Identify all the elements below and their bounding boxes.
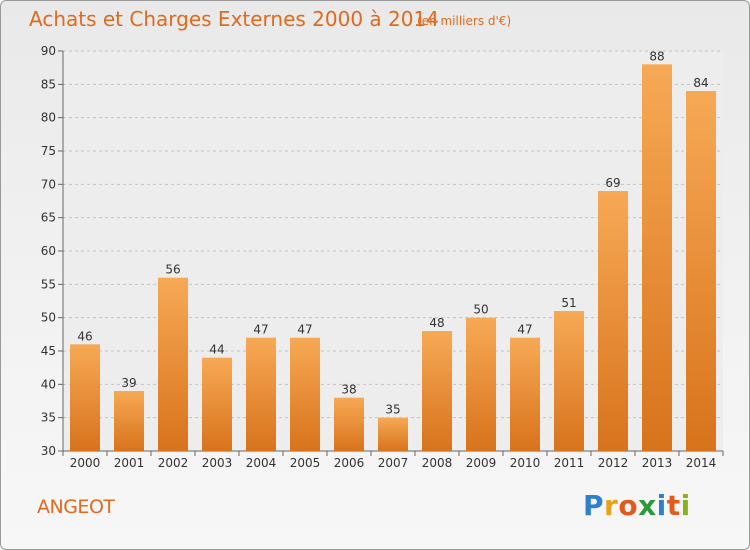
bar — [422, 331, 452, 451]
y-tick-label: 90 — [41, 44, 56, 58]
y-tick-label: 75 — [41, 144, 56, 158]
chart-unit: (en milliers d'€) — [417, 14, 512, 28]
y-tick-label: 85 — [41, 77, 56, 91]
y-tick-label: 30 — [41, 444, 56, 458]
x-tick-label: 2000 — [70, 456, 101, 470]
bar — [554, 311, 584, 451]
bar-value-label: 51 — [561, 296, 576, 310]
x-tick-label: 2013 — [642, 456, 673, 470]
x-tick-label: 2004 — [246, 456, 277, 470]
y-tick-label: 35 — [41, 411, 56, 425]
x-tick-label: 2014 — [686, 456, 717, 470]
proxiti-logo: Proxiti — [583, 489, 691, 522]
chart-title: Achats et Charges Externes 2000 à 2014 — [29, 7, 439, 31]
y-tick-label: 40 — [41, 377, 56, 391]
bar-value-label: 47 — [253, 323, 268, 337]
x-tick-label: 2005 — [290, 456, 321, 470]
x-tick-label: 2011 — [554, 456, 585, 470]
bar-value-label: 88 — [649, 49, 664, 63]
bar-value-label: 39 — [121, 376, 136, 390]
x-tick-label: 2007 — [378, 456, 409, 470]
bar-value-label: 48 — [429, 316, 444, 330]
y-tick-label: 50 — [41, 311, 56, 325]
y-tick-label: 70 — [41, 177, 56, 191]
x-tick-label: 2009 — [466, 456, 497, 470]
bar-value-label: 46 — [77, 329, 92, 343]
city-name: ANGEOT — [37, 496, 115, 518]
bar-value-label: 84 — [693, 76, 708, 90]
bar-value-label: 47 — [297, 323, 312, 337]
bar — [466, 317, 496, 451]
y-tick-label: 55 — [41, 277, 56, 291]
bar — [642, 64, 672, 452]
bar — [114, 391, 144, 451]
bar — [510, 337, 540, 451]
bar — [202, 357, 232, 451]
x-tick-label: 2003 — [202, 456, 233, 470]
bar-value-label: 69 — [605, 176, 620, 190]
bar — [70, 344, 100, 451]
x-tick-label: 2008 — [422, 456, 453, 470]
bar-value-label: 44 — [209, 343, 224, 357]
y-tick-label: 65 — [41, 211, 56, 225]
bar — [378, 417, 408, 451]
x-tick-label: 2002 — [158, 456, 189, 470]
y-tick-label: 45 — [41, 344, 56, 358]
bar-value-label: 56 — [165, 263, 180, 277]
x-tick-label: 2010 — [510, 456, 541, 470]
bar — [246, 337, 276, 451]
x-tick-label: 2001 — [114, 456, 145, 470]
bar-value-label: 50 — [473, 303, 488, 317]
bar — [598, 191, 628, 451]
bar — [334, 397, 364, 451]
x-tick-label: 2012 — [598, 456, 629, 470]
bar-value-label: 35 — [385, 403, 400, 417]
y-tick-label: 80 — [41, 111, 56, 125]
x-tick-label: 2006 — [334, 456, 365, 470]
y-tick-label: 60 — [41, 244, 56, 258]
bar-value-label: 38 — [341, 383, 356, 397]
bar — [290, 337, 320, 451]
bar — [686, 91, 716, 451]
bar-value-label: 47 — [517, 323, 532, 337]
bar — [158, 277, 188, 451]
